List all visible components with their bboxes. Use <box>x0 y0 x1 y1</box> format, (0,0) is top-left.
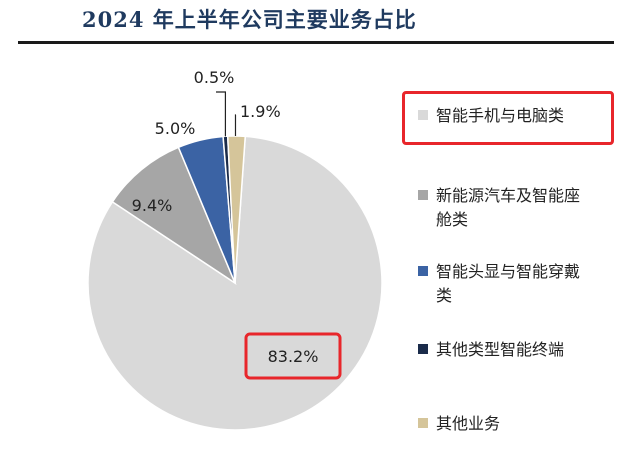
value-highlight-box <box>244 332 342 380</box>
legend-item-headset-wearable: 智能头显与智能穿戴类 <box>418 260 586 308</box>
leader-other-business <box>234 114 237 137</box>
label-phone-pc: 83.2% <box>268 347 319 366</box>
leader-other-terminal <box>216 91 227 137</box>
label-ev-cockpit: 9.4% <box>132 196 173 215</box>
legend-swatch <box>418 418 428 428</box>
label-other-business: 1.9% <box>240 102 281 121</box>
title-divider <box>18 41 614 44</box>
slice-other-business <box>226 135 247 284</box>
label-other-terminal: 0.5% <box>194 68 235 87</box>
legend-swatch <box>418 344 428 354</box>
slice-ev-cockpit <box>111 146 237 285</box>
legend-item-ev-cockpit: 新能源汽车及智能座舱类 <box>418 184 586 232</box>
chart-title: 2024 年上半年公司主要业务占比 <box>82 7 417 32</box>
legend-item-phone-pc: 智能手机与电脑类 <box>418 104 616 128</box>
legend-highlight-box <box>402 91 614 145</box>
label-headset-wearable: 5.0% <box>155 119 196 138</box>
legend-swatch <box>418 190 428 200</box>
legend-label: 智能头显与智能穿戴类 <box>436 262 581 305</box>
legend-item-other-terminal: 其他类型智能终端 <box>418 338 616 362</box>
legend: 智能手机与电脑类 新能源汽车及智能座舱类 智能头显与智能穿戴类 其他类型智能终端… <box>402 0 633 468</box>
legend-item-other-business: 其他业务 <box>418 412 616 436</box>
legend-label: 其他业务 <box>436 414 501 433</box>
legend-swatch <box>418 266 428 276</box>
legend-label: 其他类型智能终端 <box>436 340 565 359</box>
legend-label: 新能源汽车及智能座舱类 <box>436 186 581 229</box>
legend-swatch <box>418 110 428 120</box>
legend-label: 智能手机与电脑类 <box>436 106 565 125</box>
